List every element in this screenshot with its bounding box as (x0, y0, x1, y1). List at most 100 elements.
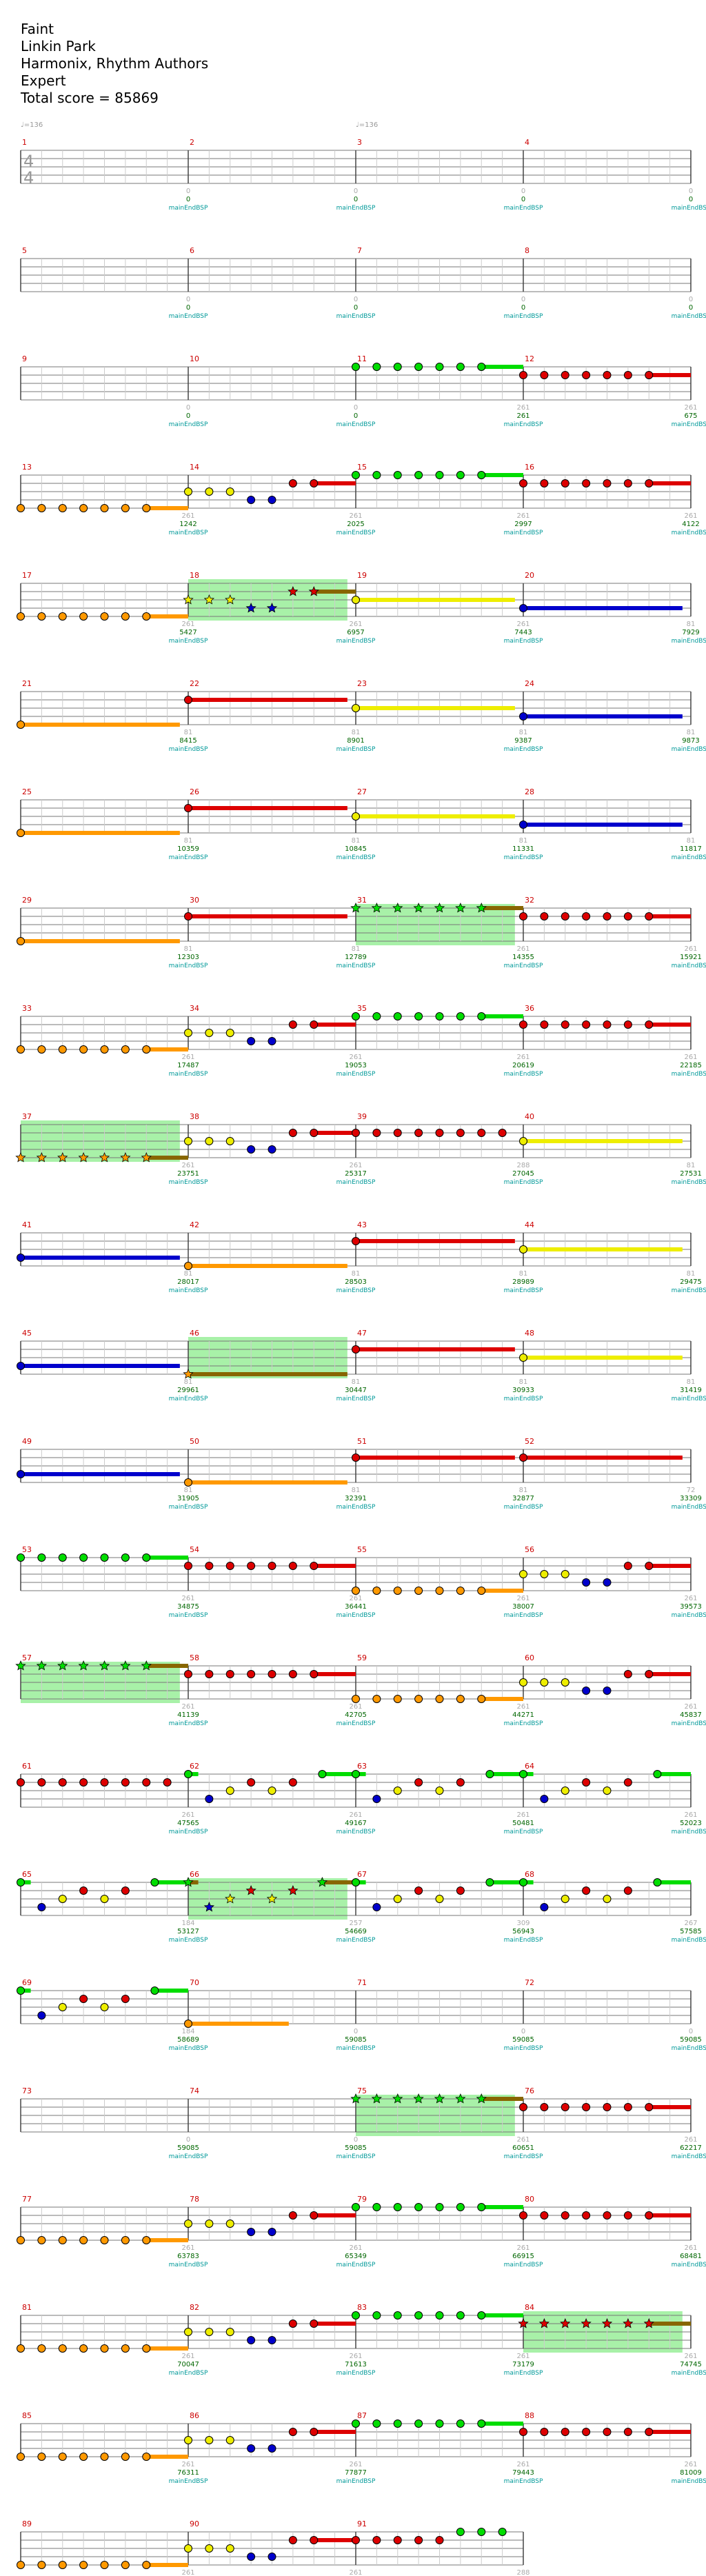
measure-number: 14 (190, 463, 199, 472)
measure-score: 23751 (177, 1170, 199, 1178)
green-sustain (490, 1880, 523, 1884)
event-label: mainEndBSP (672, 638, 706, 645)
measure-number: 37 (22, 1112, 32, 1121)
note-count: 81 (687, 729, 696, 736)
green-note (150, 1986, 159, 1995)
measure-number: 18 (190, 571, 199, 580)
yellow-star-note (183, 594, 194, 605)
red-sustain (314, 1672, 356, 1676)
event-label: mainEndBSP (336, 1829, 376, 1835)
note-count: 261 (349, 1703, 362, 1711)
red-note (393, 2536, 402, 2544)
note-count: 0 (186, 2136, 190, 2144)
note-count: 81 (519, 1270, 528, 1278)
measure-number: 71 (357, 1978, 367, 1987)
note-count: 81 (184, 1270, 193, 1278)
measure-score: 71613 (345, 2361, 367, 2368)
yellow-note (393, 1895, 402, 1903)
green-note (79, 1553, 88, 1562)
note-count: 261 (684, 1054, 697, 1061)
red-note (37, 1778, 46, 1787)
song-title: Faint (21, 21, 54, 37)
measure-number: 23 (357, 679, 367, 688)
red-sustain (314, 590, 356, 594)
event-label: mainEndBSP (504, 1612, 543, 1619)
event-label: mainEndBSP (336, 1071, 376, 1078)
event-label: mainEndBSP (336, 205, 376, 212)
orange-note (37, 2236, 46, 2244)
note-count: 81 (184, 1378, 193, 1386)
green-note (372, 2419, 381, 2428)
green-note (456, 1012, 465, 1020)
event-label: mainEndBSP (169, 854, 208, 861)
measure-number: 76 (525, 2086, 534, 2095)
measure-score: 41139 (177, 1711, 199, 1719)
yellow-star-note (225, 594, 236, 605)
green-note (456, 471, 465, 479)
orange-sustain (481, 1697, 523, 1701)
orange-note (58, 2344, 67, 2353)
red-note (582, 1778, 591, 1787)
orange-sustain (21, 723, 180, 727)
blue-sustain (523, 714, 683, 718)
green-star-note (413, 902, 424, 913)
event-label: mainEndBSP (504, 963, 543, 969)
orange-sustain (21, 831, 180, 835)
measure-number: 62 (190, 1762, 199, 1771)
red-star-note (288, 1884, 299, 1895)
event-label: mainEndBSP (336, 963, 376, 969)
red-note (582, 1020, 591, 1029)
green-note (477, 2419, 486, 2428)
orange-star-note (141, 1151, 152, 1163)
red-note (225, 1562, 234, 1570)
red-note (645, 479, 654, 487)
green-note (477, 2311, 486, 2320)
event-label: mainEndBSP (672, 1396, 706, 1402)
event-label: mainEndBSP (169, 1612, 208, 1619)
event-label: mainEndBSP (672, 1287, 706, 1294)
measure-number: 72 (525, 1978, 534, 1987)
green-note (352, 1012, 360, 1020)
green-note (184, 1770, 192, 1778)
measure-number: 87 (357, 2411, 367, 2420)
event-label: mainEndBSP (672, 2045, 706, 2052)
red-note (582, 1886, 591, 1895)
orange-note (58, 2561, 67, 2569)
red-note (540, 371, 549, 379)
orange-sustain (146, 1156, 188, 1160)
measure-score: 261 (516, 412, 530, 420)
red-note (414, 1129, 423, 1137)
red-note (121, 1886, 130, 1895)
green-note (485, 1878, 494, 1886)
green-note (393, 471, 402, 479)
blue-note (268, 2444, 276, 2453)
orange-note (100, 1045, 109, 1054)
measure-number: 50 (190, 1437, 199, 1446)
green-note (372, 471, 381, 479)
measure-score: 0 (186, 196, 190, 203)
measure-score: 20619 (512, 1062, 534, 1069)
orange-note (121, 2561, 130, 2569)
orange-sustain (188, 1480, 347, 1485)
yellow-note (225, 487, 234, 496)
measure-score: 57585 (680, 1928, 702, 1935)
green-note (393, 2203, 402, 2211)
red-note (310, 1020, 319, 1029)
red-sustain (314, 2213, 356, 2217)
yellow-note (225, 2328, 234, 2336)
orange-note (17, 504, 25, 512)
measure-number: 66 (190, 1870, 199, 1879)
green-note (477, 363, 486, 371)
time-signature-top: 4 (23, 152, 34, 171)
red-note (645, 912, 654, 920)
red-note (540, 912, 549, 920)
measure-score: 0 (186, 412, 190, 420)
red-note (310, 2536, 319, 2544)
orange-note (121, 504, 130, 512)
orange-note (58, 612, 67, 621)
note-count: 261 (516, 1811, 530, 1819)
measure-score: 36441 (345, 1603, 367, 1611)
yellow-sustain (356, 706, 515, 710)
note-count: 0 (186, 404, 190, 412)
orange-note (456, 1587, 465, 1595)
